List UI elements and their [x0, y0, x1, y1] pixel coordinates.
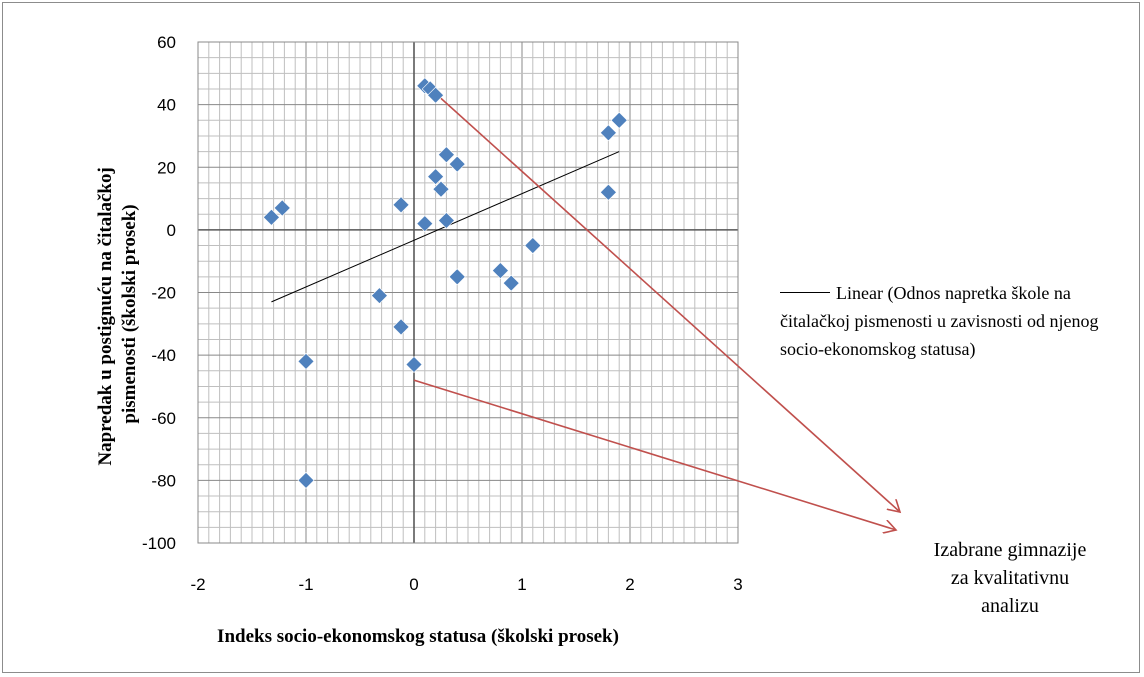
annotation-arrow: [440, 97, 900, 512]
y-tick-label: 60: [157, 33, 176, 52]
data-point: [448, 155, 466, 173]
data-point: [263, 208, 280, 226]
x-tick-label: -1: [298, 575, 313, 594]
plot-area-border: [197, 41, 739, 544]
data-point: [427, 168, 445, 186]
x-tick-label: 0: [409, 575, 418, 594]
legend-label: Linear (Odnos napretka škole na čitalačk…: [780, 283, 1099, 359]
data-point: [599, 124, 617, 142]
axes: [197, 41, 739, 544]
data-point: [599, 183, 617, 201]
tick-labels: -2 -1 0 1 2 3 60 40 20 0 -20 -40 -60 -80 -100: [142, 33, 743, 594]
y-tick-label: -60: [151, 409, 176, 428]
x-tick-label: 2: [625, 575, 634, 594]
data-point: [491, 262, 509, 280]
data-point: [448, 268, 466, 286]
data-point: [392, 318, 410, 336]
data-point: [432, 180, 450, 198]
data-point: [273, 199, 291, 217]
y-tick-label: -40: [151, 346, 176, 365]
data-point: [371, 287, 388, 305]
data-point: [502, 274, 520, 292]
data-point: [297, 352, 315, 370]
data-point: [610, 111, 628, 129]
y-tick-label: 40: [157, 96, 176, 115]
y-tick-label: 0: [167, 221, 176, 240]
data-point: [437, 212, 455, 229]
annotation-arrow: [413, 379, 896, 530]
x-tick-label: 1: [517, 575, 526, 594]
data-point: [392, 196, 410, 214]
legend-line-swatch: [780, 292, 830, 294]
x-tick-label: 3: [733, 575, 742, 594]
data-points: [263, 77, 628, 489]
data-point: [416, 215, 434, 233]
y-tick-label: -80: [151, 471, 176, 490]
data-point: [437, 146, 455, 164]
annotation-label: Izabrane gimnazije za kvalitativnu anali…: [933, 539, 1087, 617]
data-point: [297, 471, 315, 489]
data-point: [405, 356, 423, 373]
annotation-arrows: [413, 97, 900, 530]
data-point: [524, 237, 542, 254]
x-axis-label: Indeks socio-ekonomskog statusa (školski…: [217, 626, 619, 647]
y-tick-label: -100: [142, 534, 176, 553]
y-axis-label: Napredak u postignuću na čitalačkoj pism…: [95, 162, 140, 465]
y-tick-label: 20: [157, 158, 176, 177]
x-tick-label: -2: [190, 575, 205, 594]
data-point: [427, 86, 445, 104]
y-tick-label: -20: [151, 284, 176, 303]
legend: Linear (Odnos napretka škole na čitalačk…: [780, 279, 1100, 363]
